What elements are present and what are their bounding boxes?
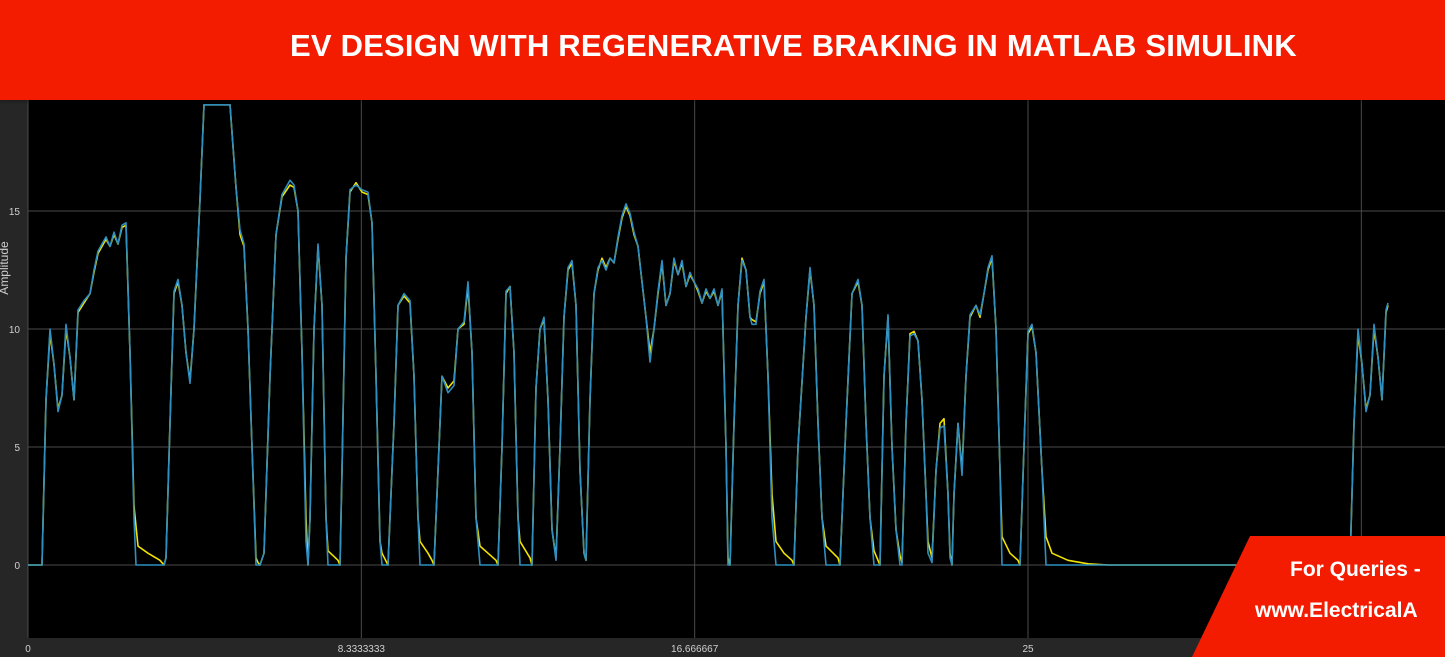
y-axis-label: Amplitude (0, 241, 11, 295)
x-tick-label: 16.666667 (671, 644, 719, 655)
series-lines (28, 104, 1389, 566)
y-tick-label: 0 (14, 561, 20, 572)
x-tick-label: 8.3333333 (338, 644, 386, 655)
x-tick-label: 0 (25, 644, 31, 655)
banner-title: EV DESIGN WITH REGENERATIVE BRAKING IN M… (290, 28, 1297, 63)
title-banner: EV DESIGN WITH REGENERATIVE BRAKING IN M… (0, 0, 1445, 100)
y-tick-label: 10 (9, 325, 21, 336)
y-tick-label: 15 (9, 207, 21, 218)
query-label: For Queries - (1290, 558, 1421, 581)
y-tick-label: 5 (14, 443, 20, 454)
series-line-2 (28, 104, 1389, 566)
query-website: www.ElectricalA (1255, 599, 1418, 622)
y-tick-labels: 0 5 10 15 (9, 207, 21, 572)
x-tick-labels: 0 8.3333333 16.666667 25 (25, 644, 1034, 655)
x-tick-label: 25 (1022, 644, 1034, 655)
